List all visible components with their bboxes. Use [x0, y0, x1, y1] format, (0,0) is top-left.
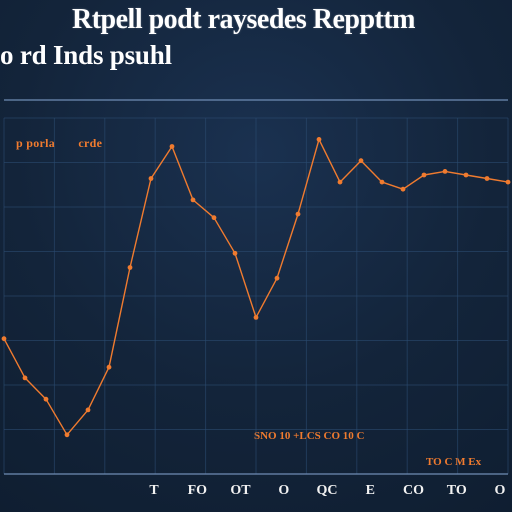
x-tick-label: T — [149, 483, 159, 498]
legend-entry: crde — [78, 136, 103, 150]
x-tick-label: TO — [447, 483, 467, 498]
data-point — [505, 179, 511, 185]
data-point — [400, 186, 406, 192]
data-point — [463, 172, 469, 178]
legend-entry: p porla — [16, 136, 56, 150]
data-point — [316, 137, 322, 142]
x-axis-caption-secondary: TO C M Ex — [426, 456, 482, 468]
x-tick-label: QC — [317, 483, 338, 498]
data-point — [295, 211, 301, 217]
data-point — [190, 197, 196, 203]
data-point — [253, 315, 259, 320]
chart-subtitle: o rd Inds psuhl — [0, 40, 172, 70]
x-tick-label: OT — [230, 483, 251, 498]
data-point — [274, 275, 280, 281]
data-point — [127, 265, 133, 270]
x-tick-label: CO — [403, 483, 424, 498]
data-point — [442, 169, 448, 174]
x-tick-label: FO — [188, 483, 208, 498]
x-axis-caption: SNO 10 +LCS CO 10 C — [254, 430, 365, 442]
data-point — [43, 396, 49, 402]
data-point — [169, 144, 175, 149]
x-tick-label: O — [495, 483, 506, 498]
data-point — [379, 179, 385, 185]
x-tick-label: E — [366, 483, 375, 498]
data-point — [358, 158, 364, 164]
data-point — [337, 179, 343, 185]
data-point — [22, 375, 28, 381]
x-tick-label: O — [278, 483, 289, 498]
chart-legend: p porla crde — [16, 136, 102, 151]
chart-title: Rtpell podt raysedes Reppttm — [72, 4, 416, 35]
data-point — [64, 432, 70, 438]
data-point — [484, 176, 490, 181]
data-point — [148, 176, 154, 181]
data-point — [1, 336, 7, 342]
data-point — [106, 364, 112, 370]
data-point — [421, 172, 427, 178]
data-point — [211, 215, 217, 221]
data-point — [232, 250, 238, 256]
data-point — [85, 407, 91, 413]
